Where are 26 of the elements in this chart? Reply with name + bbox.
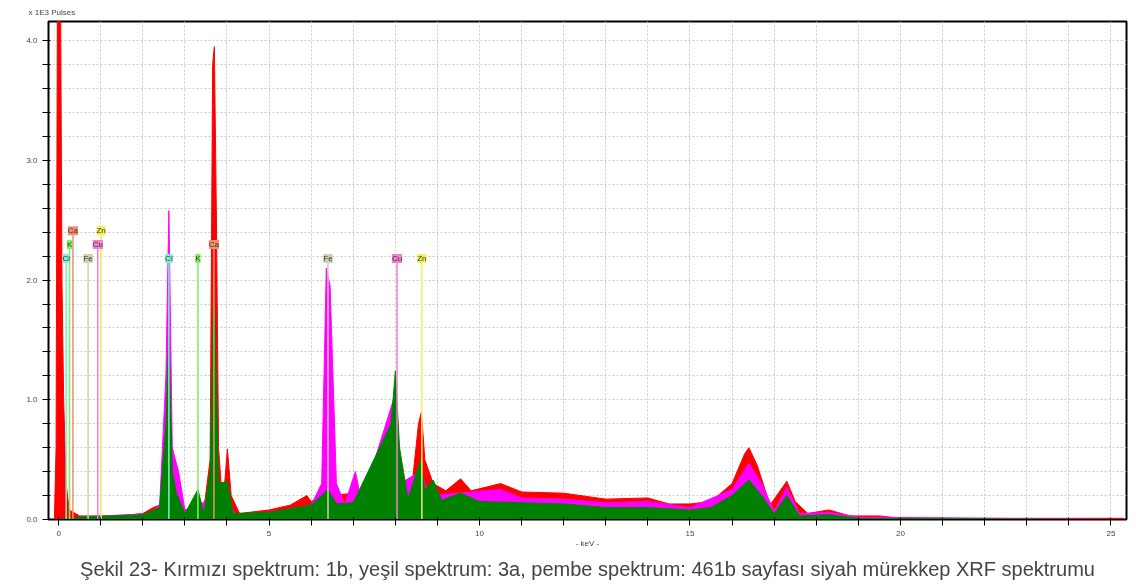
y-tick-label: 0.0	[26, 515, 39, 524]
x-axis-title: - keV -	[575, 538, 600, 548]
y-tick-label: 3.0	[26, 155, 39, 165]
ref-line-label: Zn	[417, 254, 427, 264]
x-tick-label: 5	[266, 528, 272, 538]
y-tick-label: 2.0	[26, 275, 39, 285]
ref-line-label: Cl	[165, 254, 173, 264]
ref-line-label: K	[66, 240, 73, 250]
y-tick-label: 4.0	[26, 36, 39, 46]
x-tick-label: 15	[685, 528, 695, 538]
ref-line-label: Fe	[323, 254, 334, 264]
y-tick-label: 1.0	[26, 395, 39, 405]
x-tick-label: 25	[1106, 528, 1116, 538]
ref-line-label: Zn	[96, 226, 106, 236]
x-tick-label: 10	[475, 528, 485, 538]
text: Şekil 23- Kırmızı spektrum: 1b, yeşil spektrum: 3a, pembe spektrum: 461b sayfası siyah mürekkep XRF spektrumu	[80, 557, 1095, 580]
ref-line-label: Cl	[62, 254, 71, 264]
ref-line-label: Fe	[83, 254, 94, 264]
ref-line-label: Cu	[92, 240, 103, 250]
ref-line-label: K	[195, 254, 202, 264]
x-tick-label: 0	[56, 528, 62, 538]
ref-line-label: Ca	[208, 240, 220, 250]
y-axis-title: x 1E3 Pulses	[28, 7, 76, 17]
ref-line-label: Ca	[67, 226, 79, 236]
x-tick-label: 20	[896, 528, 906, 538]
ref-line-label: Cu	[391, 254, 403, 264]
